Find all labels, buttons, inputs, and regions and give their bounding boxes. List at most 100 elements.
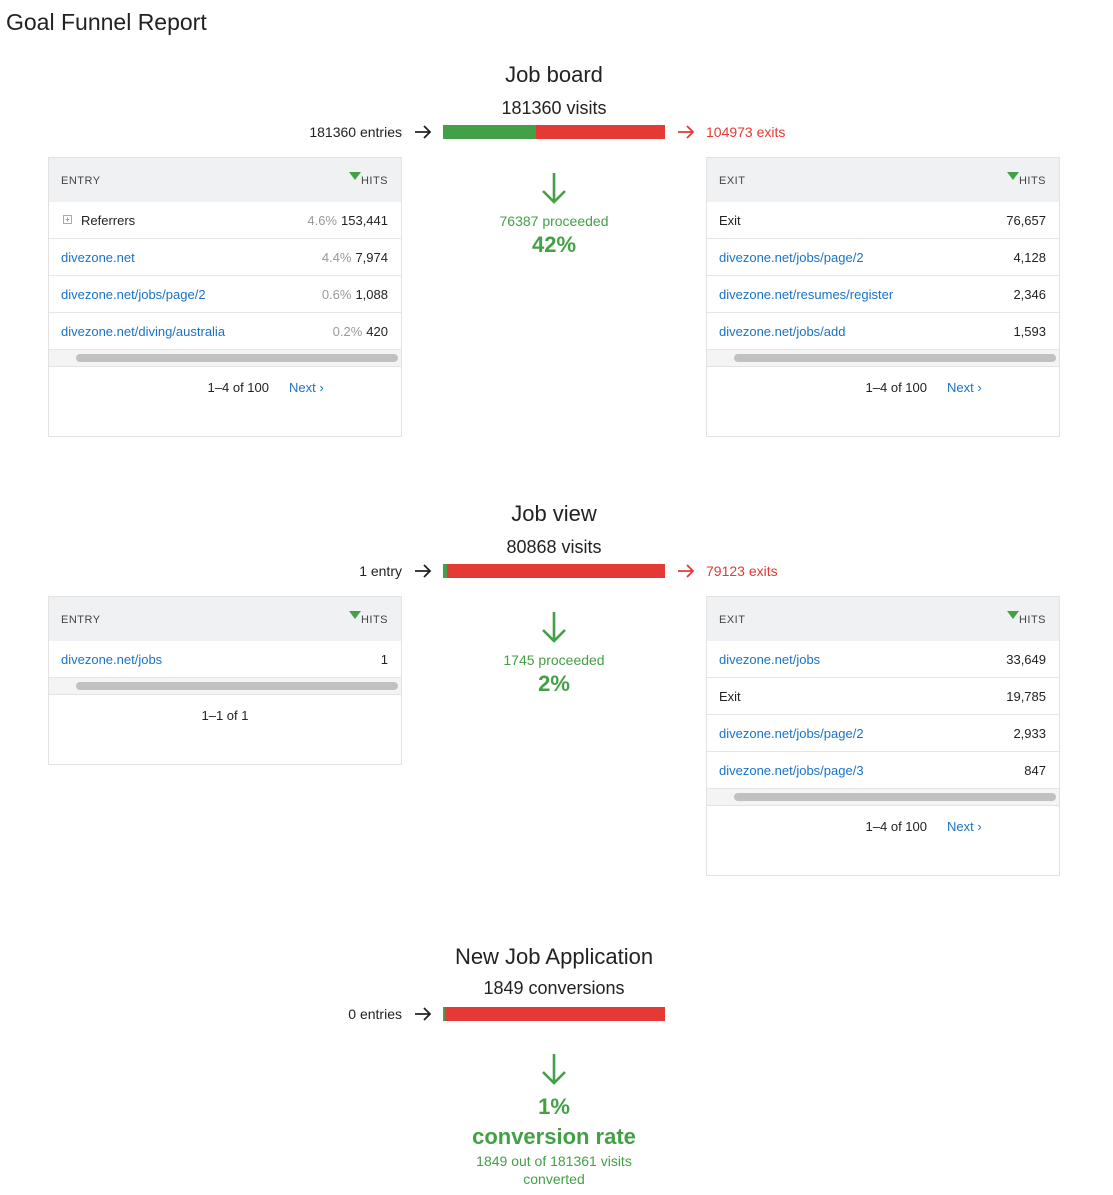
- row-link[interactable]: divezone.net/diving/australia: [61, 324, 226, 339]
- scrollbar-thumb[interactable]: [76, 682, 398, 690]
- column-header[interactable]: HITS: [360, 614, 388, 626]
- table-row-divider: [707, 751, 1059, 752]
- next-button[interactable]: Next ›: [289, 380, 324, 395]
- data-table: ENTRY HITS divezone.net/jobs 1 1–1 of 1: [48, 596, 402, 765]
- pagination-range: 1–4 of 100: [865, 380, 927, 395]
- row-link[interactable]: divezone.net/jobs/page/2: [61, 287, 206, 302]
- arrow-right: [415, 1007, 432, 1021]
- expand-icon[interactable]: [63, 215, 73, 225]
- row-hits: 1: [380, 652, 388, 667]
- row-link[interactable]: divezone.net/jobs/add: [719, 324, 846, 339]
- conversion-rate: 1%: [538, 1094, 570, 1119]
- row-hits: 19,785: [1006, 689, 1046, 704]
- row-hits: 153,441: [341, 213, 388, 228]
- table-header: [707, 597, 1059, 641]
- page-title: Goal Funnel Report: [6, 9, 207, 35]
- table-header: [707, 158, 1059, 202]
- data-table: EXIT HITS divezone.net/jobs 33,649 Exit 19,78…: [706, 596, 1060, 876]
- arrow-down: [542, 173, 566, 204]
- row-label: Exit: [719, 689, 741, 704]
- column-header: ENTRY: [61, 614, 101, 626]
- arrow-right: [678, 125, 695, 139]
- proceeded-rate: 42%: [531, 232, 577, 257]
- step-visits: 1849 conversions: [483, 978, 625, 998]
- step-visits: 80868 visits: [506, 537, 602, 557]
- row-hits: 76,657: [1006, 213, 1046, 228]
- arrow-right: [415, 125, 432, 139]
- arrow-right: [678, 564, 695, 578]
- table-row-divider: [707, 788, 1059, 789]
- entries-label: 1 entry: [359, 563, 402, 579]
- row-link[interactable]: divezone.net/resumes/register: [719, 287, 894, 302]
- conversion-summary: 1849 out of 181361 visits converted: [476, 1153, 632, 1187]
- pagination-range: 1–4 of 100: [207, 380, 269, 395]
- row-link[interactable]: divezone.net: [61, 250, 135, 265]
- next-button[interactable]: Next ›: [947, 819, 982, 834]
- proceeded-label: 76387 proceeded: [499, 213, 609, 229]
- column-header: ENTRY: [61, 175, 101, 187]
- table-row-divider: [707, 349, 1059, 350]
- row-share: 0.6%: [321, 287, 352, 302]
- table-row-divider: [49, 238, 401, 239]
- bar-track: [443, 564, 665, 578]
- table-row-divider: [707, 238, 1059, 239]
- row-label: Exit: [719, 213, 741, 228]
- table-row-divider: [707, 312, 1059, 313]
- step-title: Job view: [511, 501, 597, 526]
- sort-icon: [349, 611, 361, 619]
- row-hits: 7,974: [355, 250, 388, 265]
- row-hits: 4,128: [1013, 250, 1046, 265]
- bar-proceeded: [443, 125, 537, 139]
- table-row-divider: [49, 312, 401, 313]
- row-hits: 1,593: [1013, 324, 1046, 339]
- arrow-down: [542, 1054, 566, 1085]
- step-title: Job board: [505, 62, 603, 87]
- bar-track: [443, 1007, 665, 1021]
- scrollbar-thumb[interactable]: [76, 354, 398, 362]
- conversion-caption: conversion rate: [472, 1124, 636, 1149]
- column-header[interactable]: HITS: [1018, 614, 1046, 626]
- exits-label: 104973 exits: [706, 124, 786, 140]
- table-row-divider: [49, 275, 401, 276]
- table-row-divider: [707, 714, 1059, 715]
- row-share: 4.4%: [321, 250, 352, 265]
- table-row-divider: [49, 349, 401, 350]
- row-link[interactable]: divezone.net/jobs: [719, 652, 821, 667]
- row-link[interactable]: divezone.net/jobs/page/3: [719, 763, 864, 778]
- column-header[interactable]: HITS: [360, 175, 388, 187]
- row-hits: 2,933: [1013, 726, 1046, 741]
- bar-proceeded: [443, 564, 448, 578]
- row-label[interactable]: Referrers: [81, 213, 136, 228]
- row-link[interactable]: divezone.net/jobs/page/2: [719, 250, 864, 265]
- scrollbar-thumb[interactable]: [734, 793, 1056, 801]
- scrollbar-thumb[interactable]: [734, 354, 1056, 362]
- column-header[interactable]: HITS: [1018, 175, 1046, 187]
- table-row-divider: [707, 275, 1059, 276]
- arrow-right: [415, 564, 432, 578]
- data-table: EXIT HITS Exit 76,657 divezone.net/jobs/page…: [706, 157, 1060, 437]
- row-link[interactable]: divezone.net/jobs/page/2: [719, 726, 864, 741]
- column-header: EXIT: [719, 614, 746, 626]
- row-hits: 420: [366, 324, 388, 339]
- sort-icon: [1007, 611, 1019, 619]
- exits-label: 79123 exits: [706, 563, 778, 579]
- row-hits: 33,649: [1006, 652, 1046, 667]
- row-share: 0.2%: [332, 324, 363, 339]
- row-link[interactable]: divezone.net/jobs: [61, 652, 163, 667]
- row-share: 4.6%: [307, 213, 337, 228]
- table-row-divider: [707, 677, 1059, 678]
- sort-icon: [349, 172, 361, 180]
- next-button[interactable]: Next ›: [947, 380, 982, 395]
- row-hits: 1,088: [355, 287, 388, 302]
- step-title: New Job Application: [454, 944, 654, 969]
- entries-label: 0 entries: [348, 1006, 402, 1022]
- proceeded-label: 1745 proceeded: [503, 652, 605, 668]
- sort-icon: [1007, 172, 1019, 180]
- row-hits: 2,346: [1013, 287, 1046, 302]
- bar-proceeded: [443, 1007, 446, 1021]
- table-header: [49, 597, 401, 641]
- proceeded-rate: 2%: [538, 671, 570, 696]
- pagination-range: 1–1 of 1: [201, 708, 249, 723]
- pagination-range: 1–4 of 100: [865, 819, 927, 834]
